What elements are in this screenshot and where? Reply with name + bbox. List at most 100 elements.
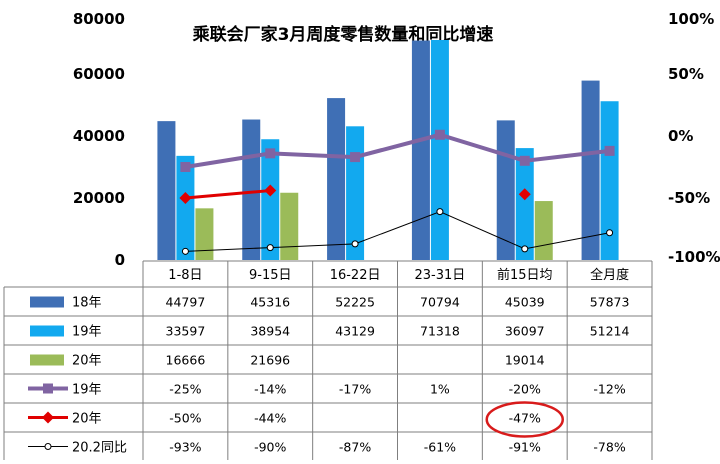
data-label: -44% bbox=[254, 411, 286, 426]
bar bbox=[496, 120, 515, 260]
legend-key bbox=[30, 325, 64, 337]
data-label: 38954 bbox=[250, 324, 290, 339]
y-left-tick-label: 80000 bbox=[73, 10, 125, 28]
line-marker bbox=[264, 184, 277, 197]
line-marker bbox=[518, 188, 531, 201]
x-category-label: 前15日均 bbox=[497, 267, 553, 283]
line-marker bbox=[350, 152, 361, 163]
legend-key-marker bbox=[43, 383, 53, 394]
data-label: -25% bbox=[169, 382, 201, 397]
bar bbox=[157, 121, 176, 260]
y-right-tick-label: 50% bbox=[668, 65, 704, 83]
line-marker bbox=[351, 240, 359, 248]
line-marker bbox=[436, 208, 444, 216]
line-marker bbox=[179, 192, 192, 204]
legend-key bbox=[30, 296, 64, 308]
line-marker bbox=[606, 229, 614, 237]
series-line bbox=[185, 132, 610, 169]
line-marker bbox=[180, 162, 191, 172]
line-marker bbox=[181, 247, 189, 255]
bar bbox=[600, 101, 619, 260]
bar bbox=[534, 201, 553, 260]
line-marker bbox=[604, 145, 615, 156]
bar bbox=[346, 126, 365, 260]
y-left-tick-label: 0 bbox=[115, 251, 125, 269]
line-marker bbox=[519, 155, 530, 166]
data-label: 1% bbox=[430, 382, 450, 397]
data-label: 36097 bbox=[505, 324, 545, 339]
y-left-tick-label: 60000 bbox=[73, 65, 125, 83]
line-series bbox=[181, 208, 614, 255]
data-table: 1-8日 9-15日 16-22日 23-31日 前15日均 全月度 18年 44797 453… bbox=[3, 260, 653, 462]
data-label: 44797 bbox=[166, 295, 206, 310]
data-label: -90% bbox=[254, 440, 286, 455]
line-series bbox=[180, 129, 615, 172]
bar bbox=[411, 40, 430, 260]
line-marker bbox=[521, 245, 529, 253]
data-label: -93% bbox=[169, 440, 201, 455]
data-label: 57873 bbox=[590, 295, 630, 310]
x-category-label: 23-31日 bbox=[415, 268, 466, 283]
data-label: 71318 bbox=[420, 324, 460, 339]
y-right-tick-label: -50% bbox=[668, 189, 710, 207]
data-label: -78% bbox=[593, 440, 625, 455]
bar bbox=[581, 80, 600, 260]
data-label: 19014 bbox=[505, 353, 545, 368]
y-left-tick-label: 40000 bbox=[73, 127, 125, 145]
data-label: -50% bbox=[169, 411, 201, 426]
y-left-tick-label: 20000 bbox=[73, 189, 125, 207]
annotation-red-circle bbox=[485, 401, 564, 438]
legend-label: 19年 bbox=[72, 325, 102, 340]
legend-label: 19年 bbox=[72, 383, 102, 398]
bar bbox=[195, 208, 214, 260]
line-marker bbox=[265, 148, 276, 159]
bar bbox=[261, 139, 280, 260]
series-line bbox=[185, 211, 610, 252]
legend-label: 20.2同比 bbox=[72, 441, 127, 456]
data-label: -91% bbox=[509, 440, 541, 455]
x-category-label: 9-15日 bbox=[249, 268, 292, 283]
legend-label: 20年 bbox=[72, 412, 102, 427]
data-label: -47% bbox=[509, 411, 541, 426]
bar-layer bbox=[157, 40, 619, 260]
data-label: 70794 bbox=[420, 295, 460, 310]
legend-key-marker bbox=[44, 443, 52, 450]
legend-key bbox=[30, 354, 64, 366]
bar bbox=[242, 119, 261, 260]
data-label: 43129 bbox=[335, 324, 375, 339]
legend-label: 20年 bbox=[72, 354, 102, 369]
data-label: -17% bbox=[339, 382, 371, 397]
y-right-tick-label: 0% bbox=[668, 127, 693, 145]
bar bbox=[430, 40, 449, 260]
chart-title: 乘联会厂家3月周度零售数量和同比增速 bbox=[192, 24, 494, 45]
bar bbox=[280, 192, 299, 260]
x-category-label: 16-22日 bbox=[330, 268, 381, 283]
series-line-segment bbox=[185, 189, 271, 200]
line-marker bbox=[266, 244, 274, 252]
data-label: 16666 bbox=[166, 353, 206, 368]
data-label: 33597 bbox=[166, 324, 206, 339]
legend-key-marker bbox=[42, 411, 54, 424]
y-right-tick-label: 100% bbox=[668, 10, 714, 28]
data-label: -87% bbox=[339, 440, 371, 455]
data-label: 52225 bbox=[335, 295, 375, 310]
x-category-label: 1-8日 bbox=[168, 268, 202, 283]
bar bbox=[176, 155, 195, 260]
data-label: -61% bbox=[424, 440, 456, 455]
data-label: -12% bbox=[593, 382, 625, 397]
legend-label: 18年 bbox=[72, 296, 102, 311]
line-series bbox=[179, 184, 531, 204]
data-label: -14% bbox=[254, 382, 286, 397]
data-label: 45039 bbox=[505, 295, 545, 310]
data-label: 51214 bbox=[590, 324, 630, 339]
data-label: 45316 bbox=[250, 295, 290, 310]
bar bbox=[327, 98, 346, 260]
bar bbox=[515, 148, 534, 260]
line-marker bbox=[434, 129, 445, 140]
data-label: 21696 bbox=[250, 353, 290, 368]
y-right-tick-label: -100% bbox=[668, 248, 720, 266]
data-label: -20% bbox=[509, 382, 541, 397]
x-category-label: 全月度 bbox=[590, 267, 629, 283]
